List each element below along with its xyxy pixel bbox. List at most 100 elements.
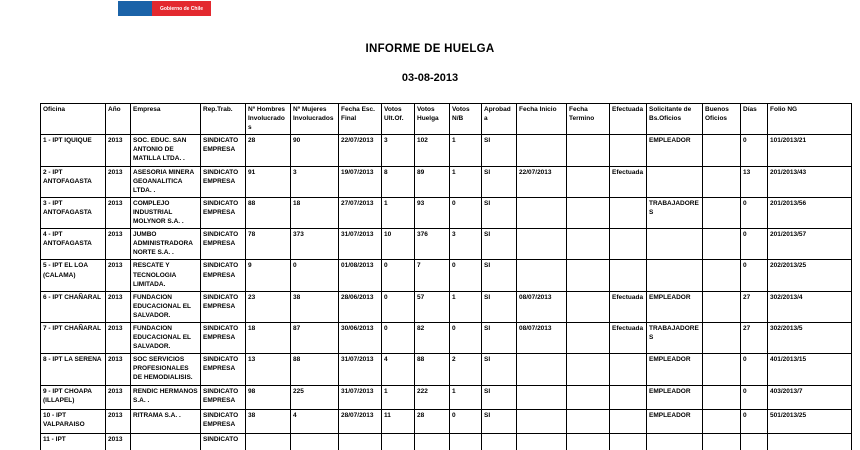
table-cell (516, 408, 567, 434)
table-cell: 225 (290, 384, 339, 410)
table-cell: 1 (449, 165, 482, 198)
logo-red-block: Gobierno de Chile (152, 1, 211, 16)
table-cell (449, 432, 482, 450)
table-cell: SI (481, 408, 517, 434)
table-cell: 373 (290, 228, 339, 261)
table-header: Oficina Año Empresa Rep.Trab. Nº Hombres Inv… (40, 102, 852, 136)
table-row: 6 - IPT CHAÑARAL 2013 FUNDACION EDUCACIONA… (40, 290, 852, 323)
table-cell: 3 (381, 134, 415, 167)
table-cell: EMPLEADOR (646, 290, 703, 323)
table-cell: 8 (381, 165, 415, 198)
table-cell (516, 353, 567, 386)
table-cell (609, 384, 647, 410)
column-header: Buenos Oficios (702, 102, 741, 136)
table-cell: SINDICATO (200, 432, 246, 450)
table-cell: 0 (449, 321, 482, 355)
table-cell: 0 (381, 290, 415, 323)
table-cell: 18 (290, 196, 339, 230)
table-cell: 376 (414, 228, 450, 261)
table-row: 7 - IPT CHAÑARAL 2013 FUNDACION EDUCACIONA… (40, 321, 852, 355)
table-cell: 2 - IPT ANTOFAGASTA (40, 165, 106, 198)
table-cell: SI (481, 228, 517, 261)
table-cell (566, 432, 610, 450)
table-cell: 31/07/2013 (338, 384, 382, 410)
table-cell: 201/2013/57 (767, 228, 852, 261)
table-cell: Efectuada (609, 321, 647, 355)
table-cell: 31/07/2013 (338, 228, 382, 261)
page-title: INFORME DE HUELGA (365, 43, 495, 55)
table-cell: 501/2013/25 (767, 408, 852, 434)
table-cell: SINDICATO EMPRESA (200, 321, 246, 355)
table-cell: TRABAJADORES (646, 321, 703, 355)
table-cell: 8 - IPT LA SERENA (40, 353, 106, 386)
table-cell: 1 - IPT IQUIQUE (40, 134, 106, 167)
table-body: 1 - IPT IQUIQUE 2013 SOC. EDUC. SAN ANTONI… (40, 134, 852, 450)
table-cell: 13 (245, 353, 291, 386)
table-cell: 1 (381, 384, 415, 410)
table-cell: 403/2013/7 (767, 384, 852, 410)
table-cell: EMPLEADOR (646, 353, 703, 386)
table-cell (702, 196, 741, 230)
table-cell (414, 432, 450, 450)
table-cell: 0 (740, 384, 768, 410)
column-header: Folio NG (767, 102, 852, 136)
table-cell: 302/2013/5 (767, 321, 852, 355)
table-cell: 27 (740, 290, 768, 323)
table-cell (566, 408, 610, 434)
table-cell (516, 432, 567, 450)
report-date: 03-08-2013 (401, 72, 459, 84)
table-cell: 0 (449, 259, 482, 292)
table-cell: 9 (245, 259, 291, 292)
table-cell (646, 228, 703, 261)
table-cell: 2013 (105, 321, 131, 355)
table-cell (702, 384, 741, 410)
table-cell: RESCATE Y TECNOLOGIA LIMITADA. (130, 259, 201, 292)
table-cell: 4 - IPT ANTOFAGASTA (40, 228, 106, 261)
table-row: 9 - IPT CHOAPA (ILLAPEL) 2013 RENDIC HERMA… (40, 384, 852, 410)
table-cell: 11 - IPT (40, 432, 106, 450)
table-cell: 4 (290, 408, 339, 434)
table-cell (516, 228, 567, 261)
table-cell (130, 432, 201, 450)
table-cell: 11 (381, 408, 415, 434)
table-cell: 202/2013/25 (767, 259, 852, 292)
table-cell: 1 (449, 134, 482, 167)
table-cell: SINDICATO EMPRESA (200, 353, 246, 386)
gobierno-de-chile-logo: Gobierno de Chile (118, 1, 211, 16)
logo-blue-block (118, 1, 152, 16)
column-header: Votos Ult.Of. (381, 102, 415, 136)
table-cell: 0 (740, 134, 768, 167)
table-header-row: Oficina Año Empresa Rep.Trab. Nº Hombres Inv… (40, 102, 852, 136)
logo-text: Gobierno de Chile (159, 5, 204, 12)
table-cell: 28 (245, 134, 291, 167)
table-cell: 5 - IPT EL LOA (CALAMA) (40, 259, 106, 292)
table-cell (702, 290, 741, 323)
table-cell (646, 432, 703, 450)
table-cell: 2013 (105, 259, 131, 292)
table-cell (338, 432, 382, 450)
table-cell (702, 228, 741, 261)
table-cell: 7 (414, 259, 450, 292)
table-cell: 28/06/2013 (338, 290, 382, 323)
table-cell: 1 (449, 290, 482, 323)
table-cell (516, 196, 567, 230)
table-cell: FUNDACION EDUCACIONAL EL SALVADOR. (130, 290, 201, 323)
table-cell: TRABAJADORES (646, 196, 703, 230)
table-cell: 2 (449, 353, 482, 386)
table-cell (646, 259, 703, 292)
table-cell: SI (481, 165, 517, 198)
table-cell: 201/2013/56 (767, 196, 852, 230)
table-cell (609, 353, 647, 386)
table-cell (566, 384, 610, 410)
column-header: Rep.Trab. (200, 102, 246, 136)
table-cell: 222 (414, 384, 450, 410)
table-row: 11 - IPT 2013 SINDICATO (40, 432, 852, 450)
table-cell: 98 (245, 384, 291, 410)
table-cell: RENDIC HERMANOS S.A. . (130, 384, 201, 410)
table-row: 10 - IPT VALPARAISO 2013 RITRAMA S.A. . SIN… (40, 408, 852, 434)
column-header: Votos N/B (449, 102, 482, 136)
table-cell: 87 (290, 321, 339, 355)
table-cell: 19/07/2013 (338, 165, 382, 198)
table-cell (609, 228, 647, 261)
table-cell: 401/2013/15 (767, 353, 852, 386)
